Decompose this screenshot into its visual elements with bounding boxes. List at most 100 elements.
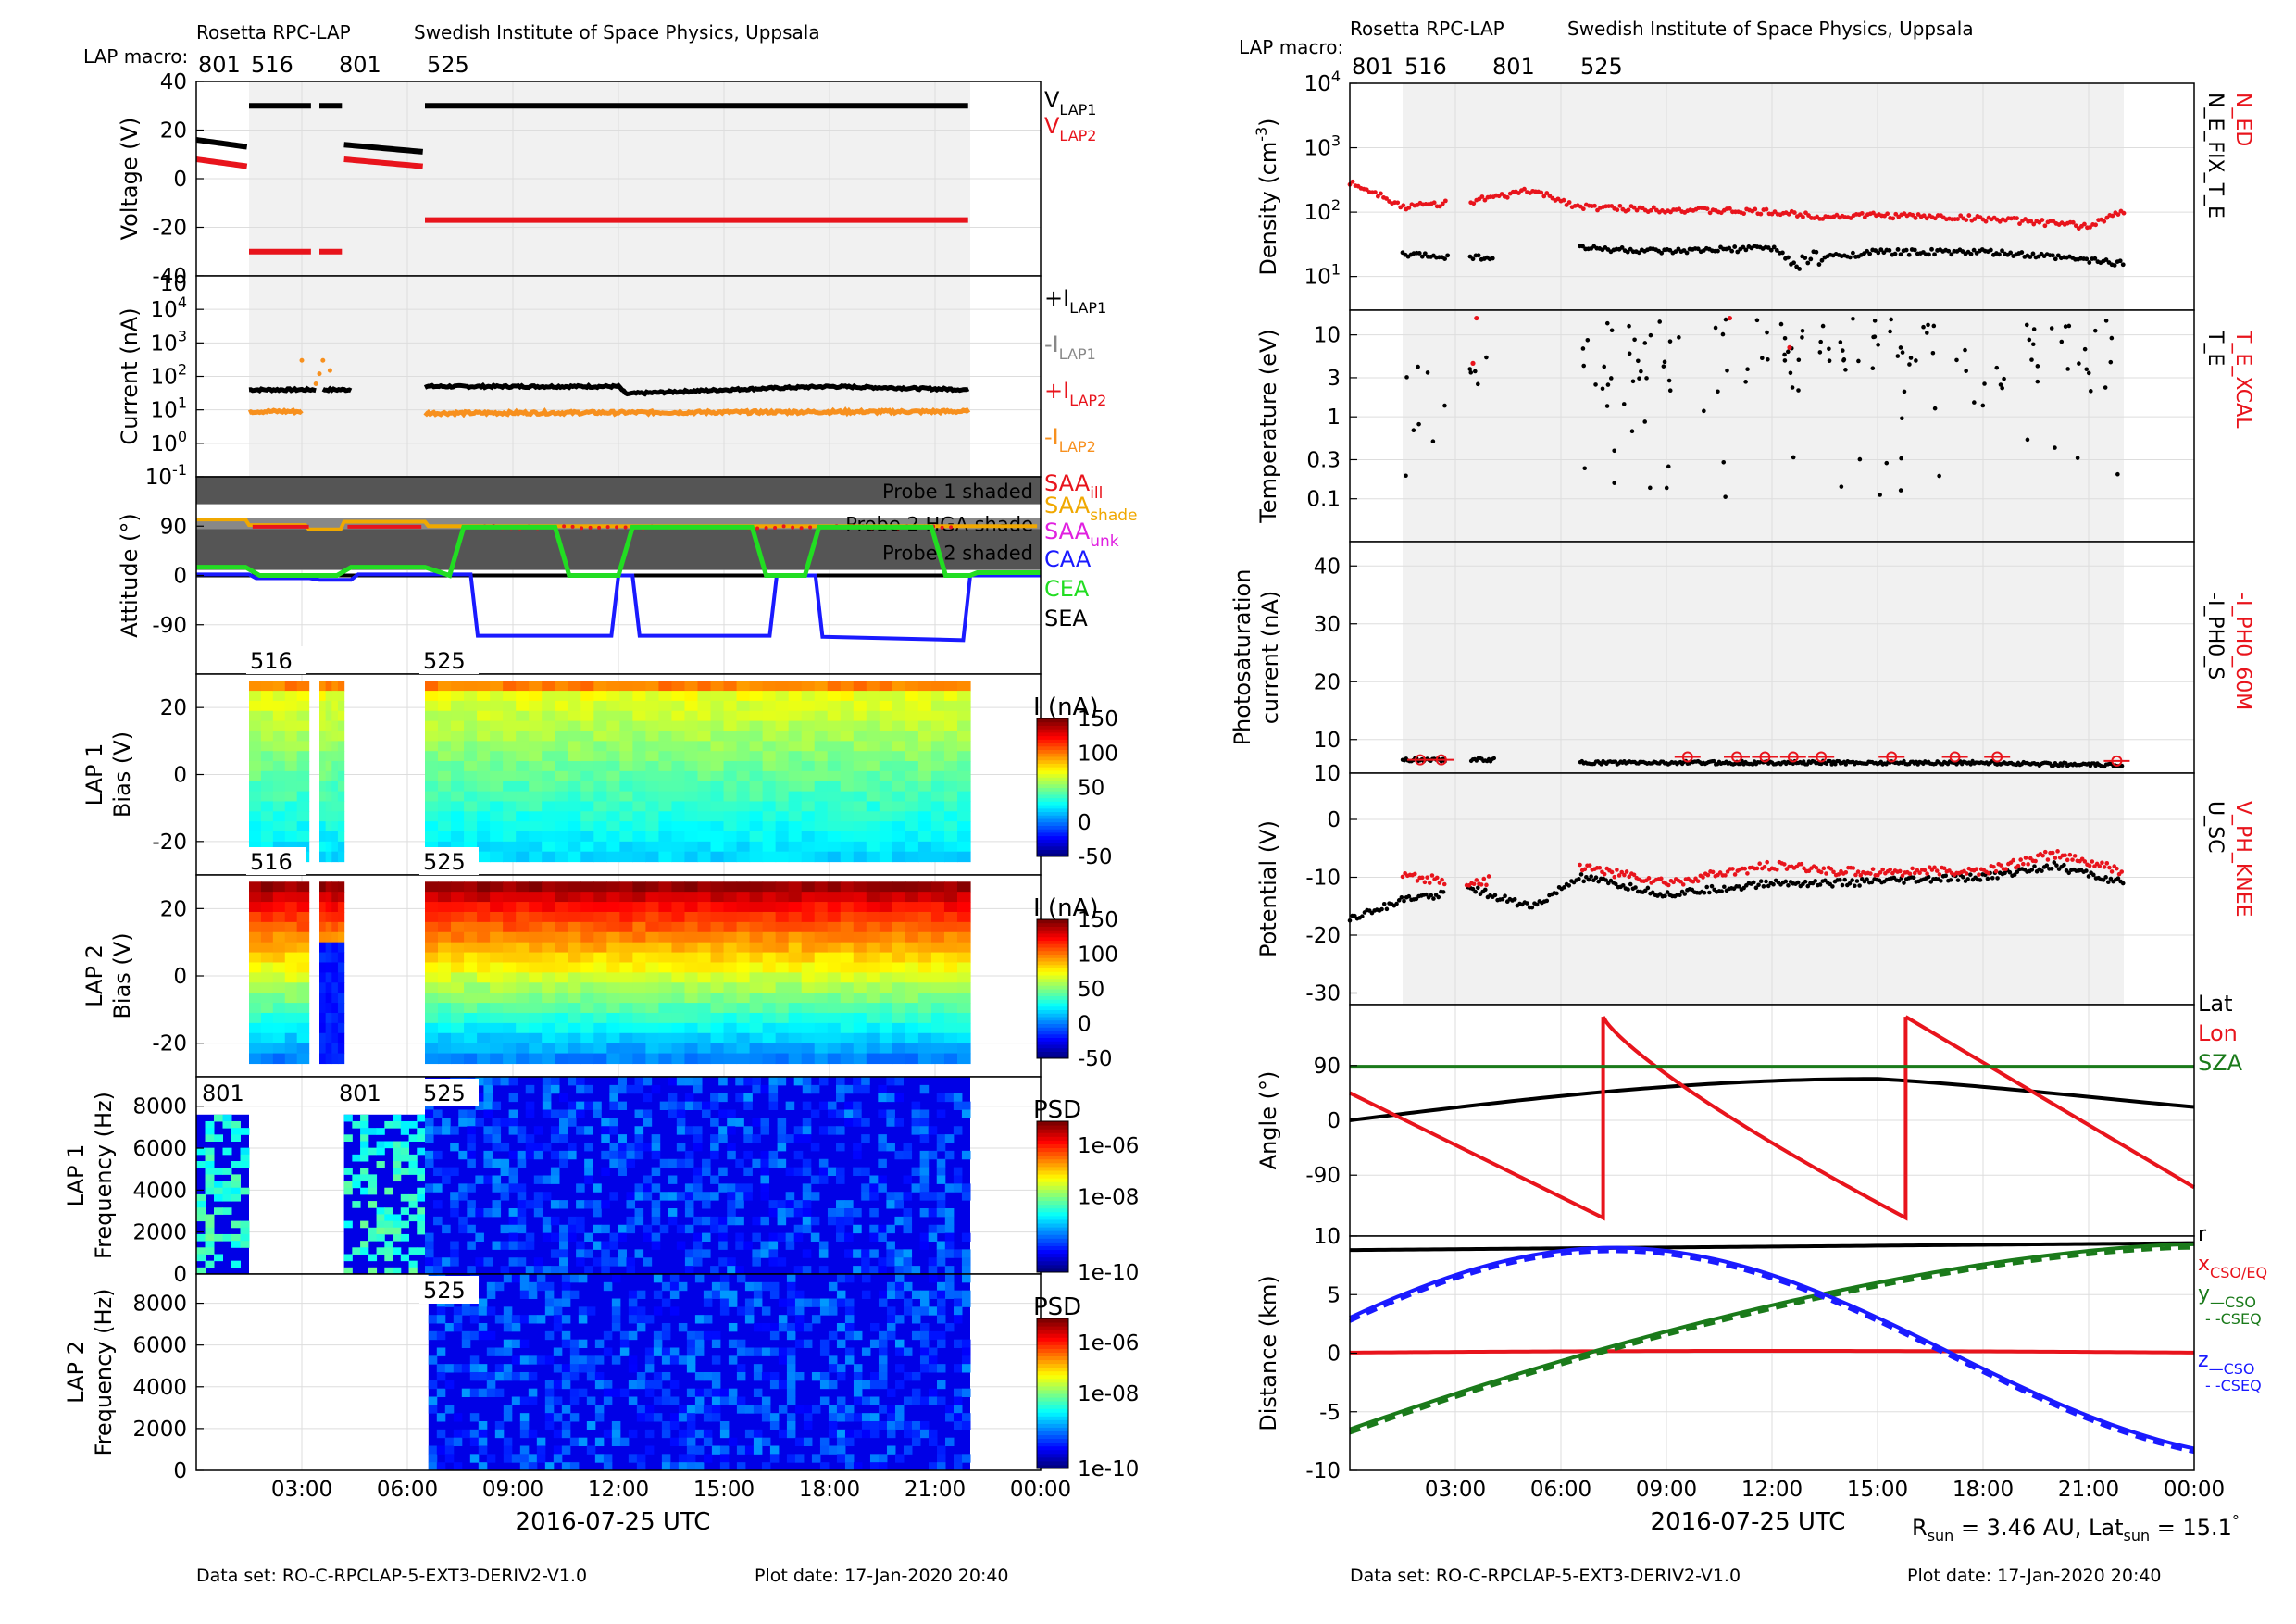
spectrogram-cell <box>453 1315 463 1324</box>
colorbar-cell <box>1037 1037 1068 1042</box>
density-point <box>1376 194 1380 199</box>
spectrogram-cell <box>917 691 932 702</box>
spectrogram-cell <box>684 841 699 853</box>
spectrogram-cell <box>503 1339 513 1348</box>
spectrogram-cell <box>861 1274 871 1283</box>
spectrogram-cell <box>686 1429 696 1439</box>
legend-entry: SEA <box>1044 606 1088 631</box>
spectrogram-cell <box>544 1330 555 1341</box>
spectrogram-cell <box>769 1413 780 1422</box>
spectrogram-cell <box>542 681 555 692</box>
spectrogram-cell <box>788 720 803 732</box>
spectrogram-cell <box>360 1147 369 1156</box>
spectrogram-cell <box>464 1043 478 1055</box>
spectrogram-cell <box>231 1128 241 1135</box>
spectrogram-cell <box>284 801 298 812</box>
photosat-point <box>1833 762 1838 767</box>
spectrogram-cell <box>878 1380 888 1390</box>
spectrogram-cell <box>828 1364 838 1373</box>
spectrogram-cell <box>606 952 620 964</box>
spectrogram-cell <box>425 741 439 752</box>
spectrogram-cell <box>723 691 738 702</box>
spectrogram-cell <box>644 1380 655 1390</box>
spectrogram-cell <box>892 700 906 712</box>
spectrogram-cell <box>606 911 620 923</box>
spectrogram-cell <box>555 1022 568 1034</box>
spectrogram-cell <box>477 851 491 863</box>
saa-shade-trace <box>196 518 430 531</box>
colorbar-cell <box>1037 1189 1068 1193</box>
spectrogram-cell <box>917 931 932 943</box>
spectrogram-cell <box>594 1355 605 1365</box>
spectrogram-cell <box>331 681 339 692</box>
spectrogram-cell <box>609 1232 618 1242</box>
spectrogram-cell <box>869 1339 880 1348</box>
spectrogram-cell <box>529 881 543 893</box>
spectrogram-cell <box>272 931 286 943</box>
density-point <box>1732 244 1738 249</box>
spectrogram-cell <box>736 1462 746 1471</box>
spectrogram-cell <box>684 1126 694 1135</box>
spectrogram-cell <box>668 1158 678 1168</box>
spectrogram-cell <box>464 681 478 692</box>
y-tick-label: 0.3 <box>1306 448 1341 472</box>
spectrogram-cell <box>930 831 945 843</box>
spectrogram-cell <box>425 931 439 943</box>
macro-tag-bg <box>335 1079 394 1106</box>
spectrogram-cell <box>844 1249 854 1258</box>
spectrogram-cell <box>477 731 491 742</box>
spectrogram-cell <box>788 993 803 1004</box>
y-tick-label: -20 <box>152 217 187 241</box>
temperature-point <box>1796 388 1801 393</box>
spectrogram-cell <box>905 831 919 843</box>
spectrogram-cell <box>943 851 958 863</box>
spectrogram-cell <box>296 691 310 702</box>
spectrogram-cell <box>425 881 439 893</box>
temperature-point <box>1827 358 1832 363</box>
spectrogram-cell <box>645 851 660 863</box>
spectrogram-cell <box>453 1429 463 1439</box>
spectrogram-cell <box>500 1266 510 1275</box>
spectrogram-cell <box>542 1101 552 1110</box>
y-tick-label: -90 <box>152 614 187 638</box>
spectrogram-cell <box>903 1216 913 1226</box>
spectrogram-cell <box>337 791 345 803</box>
spectrogram-cell <box>438 761 452 772</box>
colorbar-title: PSD <box>1033 1293 1081 1321</box>
spectrogram-cell <box>486 1347 496 1356</box>
spectrogram-cell <box>428 1454 438 1463</box>
spectrogram-cell <box>684 1043 699 1055</box>
spectrogram-cell <box>555 851 568 863</box>
spectrogram-cell <box>490 1032 504 1044</box>
spectrogram-cell <box>911 1330 921 1341</box>
spectrogram-cell <box>606 781 620 793</box>
temperature-point <box>1644 376 1649 381</box>
spectrogram-cell <box>762 952 777 964</box>
spectrogram-cell <box>919 1084 930 1094</box>
spectrogram-cell <box>658 791 673 803</box>
spectrogram-cell <box>503 851 517 863</box>
spectrogram-cell <box>555 982 568 993</box>
spectrogram-cell <box>580 1053 594 1065</box>
spectrogram-cell <box>956 781 971 793</box>
colorbar-cell <box>1037 1430 1068 1436</box>
spectrogram-cell <box>542 931 555 943</box>
spectrogram-cell <box>788 710 803 722</box>
legend-text: V <box>1044 87 1060 113</box>
colorbar-cell <box>1037 1423 1068 1428</box>
temperature-point <box>1925 331 1929 335</box>
spectrogram-cell <box>417 1128 426 1135</box>
spectrogram-cell <box>814 881 829 893</box>
spectrogram-cell <box>458 1183 468 1193</box>
spectrogram-cell <box>953 1413 963 1422</box>
spectrogram-cell <box>529 1003 543 1014</box>
spectrogram-cell <box>953 1339 963 1348</box>
spectrogram-cell <box>866 731 880 742</box>
spectrogram-cell <box>343 1254 353 1262</box>
spectrogram-cell <box>827 892 842 903</box>
spectrogram-cell <box>684 1022 699 1034</box>
spectrogram-cell <box>840 781 855 793</box>
spectrogram-cell <box>728 1339 738 1348</box>
spectrogram-cell <box>803 1298 813 1307</box>
macro-tag: 525 <box>423 648 466 674</box>
